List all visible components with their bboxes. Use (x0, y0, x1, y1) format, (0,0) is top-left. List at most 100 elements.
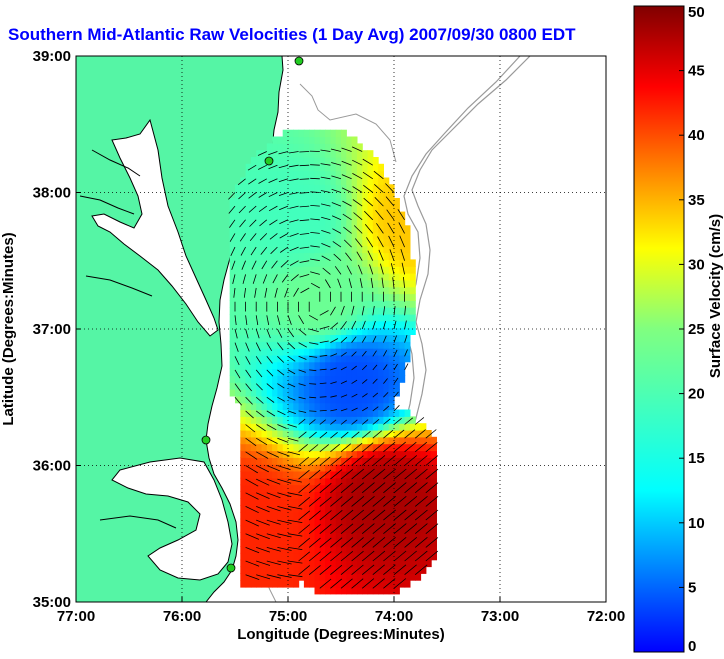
velocity-cell (314, 389, 321, 397)
velocity-cell (288, 293, 294, 301)
velocity-cell (303, 129, 310, 138)
velocity-cell (277, 157, 284, 165)
velocity-cell (282, 580, 289, 588)
velocity-cell (293, 252, 300, 260)
velocity-cell (378, 573, 384, 581)
velocity-cell (303, 375, 310, 383)
velocity-cell (298, 348, 305, 356)
velocity-vector (319, 368, 327, 371)
velocity-cell (325, 546, 331, 554)
velocity-cell (293, 259, 300, 267)
velocity-cell (362, 423, 369, 431)
velocity-cell (330, 573, 337, 581)
velocity-vector (361, 523, 375, 535)
velocity-cell (319, 457, 326, 465)
velocity-cell (240, 402, 247, 411)
velocity-cell (272, 198, 278, 206)
velocity-cell (261, 177, 268, 185)
velocity-cell (399, 559, 406, 568)
velocity-vector (351, 431, 360, 439)
velocity-cell (383, 177, 390, 185)
velocity-vector (245, 451, 258, 460)
velocity-cell (341, 266, 347, 274)
velocity-cell (261, 211, 268, 219)
velocity-cell (388, 389, 395, 397)
velocity-cell (293, 150, 300, 158)
velocity-vector (372, 578, 385, 589)
velocity-cell (372, 266, 379, 274)
velocity-cell (330, 177, 337, 185)
velocity-cell (303, 532, 310, 540)
velocity-cell (229, 348, 236, 356)
velocity-cell (288, 163, 294, 172)
velocity-cell (235, 334, 241, 342)
velocity-cell (378, 436, 384, 445)
velocity-cell (256, 348, 263, 356)
velocity-vector (414, 523, 428, 535)
velocity-cell (351, 320, 358, 329)
velocity-cell (266, 375, 273, 383)
velocity-cell (298, 471, 305, 479)
velocity-cell (245, 170, 252, 179)
velocity-vector (266, 574, 281, 579)
velocity-vector (266, 506, 281, 512)
velocity-cell (346, 286, 353, 295)
velocity-cell (245, 518, 252, 527)
velocity-vector (249, 219, 257, 227)
velocity-cell (431, 436, 437, 445)
velocity-cell (346, 320, 353, 329)
velocity-cell (256, 354, 263, 363)
velocity-cell (261, 436, 268, 445)
velocity-cell (309, 354, 316, 363)
velocity-cell (399, 532, 406, 540)
velocity-vector (425, 523, 439, 535)
velocity-cell (372, 457, 379, 465)
velocity-cell (240, 491, 247, 499)
velocity-vector (330, 409, 338, 412)
velocity-cell (266, 348, 273, 356)
velocity-cell (367, 539, 374, 547)
velocity-cell (256, 238, 263, 247)
velocity-cell (351, 511, 358, 520)
velocity-cell (235, 389, 241, 397)
velocity-cell (383, 552, 390, 561)
velocity-cell (383, 471, 390, 479)
velocity-vector (324, 279, 331, 289)
velocity-cell (346, 218, 353, 226)
velocity-cell (420, 546, 427, 554)
velocity-cell (298, 245, 305, 254)
velocity-cell (250, 279, 257, 288)
velocity-cell (335, 443, 342, 452)
velocity-cell (394, 423, 400, 431)
velocity-cell (309, 566, 316, 574)
colorbar-tick-label: 50 (688, 4, 705, 21)
velocity-vector (269, 233, 278, 240)
velocity-cell (335, 266, 342, 274)
velocity-vector (308, 456, 320, 466)
velocity-cell (266, 252, 273, 260)
velocity-vector (298, 510, 311, 521)
velocity-cell (367, 416, 374, 424)
velocity-cell (346, 293, 353, 301)
velocity-vector (260, 246, 268, 255)
velocity-cell (277, 525, 284, 533)
velocity-cell (394, 573, 400, 581)
velocity-vector (393, 550, 407, 562)
velocity-cell (388, 443, 395, 452)
velocity-cell (325, 402, 331, 411)
velocity-vector (404, 334, 408, 343)
velocity-cell (362, 273, 369, 281)
velocity-cell (266, 505, 273, 513)
velocity-cell (319, 279, 326, 288)
velocity-cell (431, 539, 437, 547)
velocity-cell (330, 361, 337, 370)
velocity-cell (229, 198, 236, 206)
velocity-cell (229, 286, 236, 295)
velocity-cell (235, 293, 241, 301)
velocity-cell (277, 546, 284, 554)
velocity-vector (386, 209, 395, 221)
velocity-cell (356, 334, 363, 342)
velocity-cell (372, 307, 379, 315)
velocity-vector (298, 315, 305, 325)
velocity-cell (325, 327, 331, 335)
